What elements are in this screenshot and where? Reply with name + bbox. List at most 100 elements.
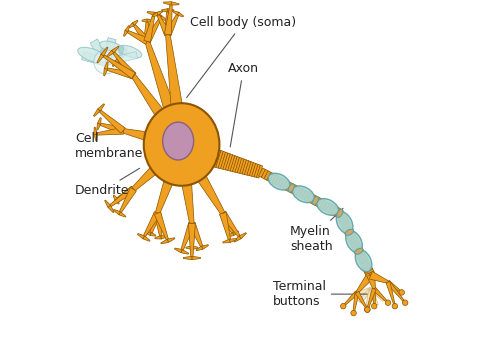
Polygon shape [115, 198, 119, 204]
Ellipse shape [268, 173, 290, 190]
Polygon shape [154, 212, 169, 241]
Polygon shape [228, 233, 234, 237]
Polygon shape [326, 203, 333, 212]
Ellipse shape [399, 290, 405, 295]
Polygon shape [90, 39, 110, 64]
Polygon shape [104, 62, 108, 69]
Polygon shape [369, 288, 378, 306]
Text: Myelin
sheath: Myelin sheath [290, 208, 343, 253]
Polygon shape [145, 232, 151, 236]
Ellipse shape [365, 307, 370, 312]
Polygon shape [354, 287, 372, 297]
Polygon shape [291, 185, 298, 194]
Polygon shape [155, 236, 161, 239]
Polygon shape [301, 191, 308, 200]
Ellipse shape [346, 231, 362, 253]
Polygon shape [387, 280, 402, 293]
Polygon shape [361, 263, 371, 269]
Polygon shape [299, 189, 306, 198]
Polygon shape [247, 162, 254, 176]
Polygon shape [97, 118, 101, 124]
Ellipse shape [365, 307, 370, 312]
Polygon shape [220, 211, 241, 238]
Polygon shape [358, 288, 372, 303]
Polygon shape [161, 236, 167, 239]
Polygon shape [150, 232, 156, 236]
Polygon shape [264, 171, 271, 180]
Polygon shape [315, 197, 322, 207]
Polygon shape [288, 183, 295, 193]
Polygon shape [165, 13, 179, 36]
Polygon shape [160, 16, 167, 21]
Polygon shape [165, 10, 171, 34]
Polygon shape [357, 254, 366, 260]
Polygon shape [192, 246, 198, 249]
Polygon shape [189, 222, 203, 248]
Polygon shape [358, 256, 367, 262]
Polygon shape [81, 52, 107, 66]
Polygon shape [252, 163, 258, 177]
Polygon shape [119, 212, 126, 217]
Polygon shape [262, 170, 268, 179]
Polygon shape [344, 227, 353, 233]
Polygon shape [155, 13, 162, 19]
Polygon shape [348, 235, 357, 241]
Polygon shape [229, 239, 237, 243]
Polygon shape [112, 46, 119, 53]
Polygon shape [259, 168, 265, 178]
Ellipse shape [337, 209, 343, 217]
Polygon shape [104, 68, 108, 76]
Polygon shape [109, 186, 135, 207]
Polygon shape [338, 216, 348, 223]
Polygon shape [181, 249, 188, 254]
Polygon shape [102, 54, 135, 78]
Polygon shape [137, 234, 145, 239]
Polygon shape [115, 61, 135, 78]
Ellipse shape [345, 229, 354, 235]
Text: Axon: Axon [228, 62, 259, 147]
Ellipse shape [78, 47, 107, 63]
Ellipse shape [293, 186, 314, 203]
Polygon shape [216, 151, 224, 168]
Polygon shape [144, 21, 150, 41]
Polygon shape [94, 134, 97, 141]
Polygon shape [232, 157, 240, 172]
Polygon shape [343, 291, 358, 307]
Polygon shape [174, 248, 182, 253]
Polygon shape [323, 202, 330, 211]
Polygon shape [220, 213, 231, 241]
Polygon shape [339, 219, 349, 225]
Polygon shape [345, 229, 354, 235]
Polygon shape [346, 231, 355, 237]
Polygon shape [143, 212, 161, 238]
Polygon shape [386, 281, 406, 303]
Polygon shape [183, 256, 192, 260]
Polygon shape [106, 68, 134, 79]
Polygon shape [232, 231, 239, 235]
Polygon shape [126, 30, 149, 44]
Polygon shape [254, 164, 261, 178]
Polygon shape [370, 288, 385, 301]
Polygon shape [237, 158, 244, 173]
Polygon shape [367, 274, 375, 289]
Polygon shape [352, 244, 361, 250]
Polygon shape [235, 158, 242, 173]
Polygon shape [154, 213, 162, 237]
Polygon shape [228, 155, 235, 171]
Polygon shape [249, 163, 256, 176]
Polygon shape [331, 206, 338, 215]
Polygon shape [213, 150, 221, 168]
Polygon shape [157, 13, 171, 36]
Polygon shape [340, 221, 350, 227]
Ellipse shape [144, 103, 220, 186]
Polygon shape [142, 19, 147, 22]
Polygon shape [132, 23, 150, 43]
Polygon shape [147, 12, 154, 15]
Polygon shape [97, 123, 101, 130]
Polygon shape [328, 204, 335, 214]
Polygon shape [173, 11, 179, 15]
Polygon shape [175, 141, 225, 214]
Polygon shape [129, 23, 134, 28]
Polygon shape [363, 265, 372, 271]
Polygon shape [369, 271, 389, 283]
